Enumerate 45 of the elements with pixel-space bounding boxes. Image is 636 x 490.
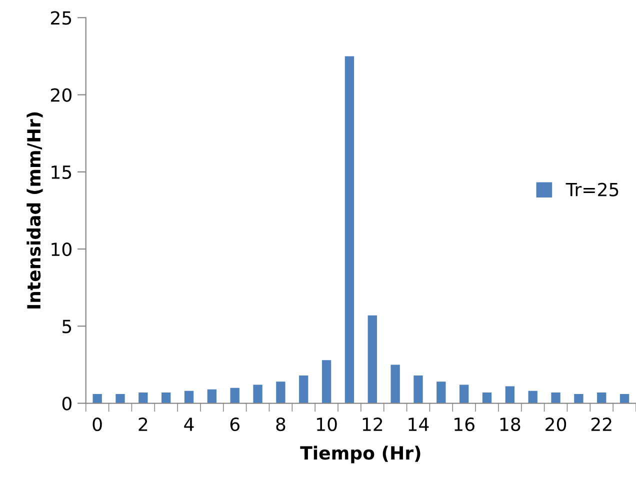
bar — [574, 394, 584, 404]
bar — [390, 364, 400, 404]
bar — [528, 390, 538, 404]
x-tick-label: 10 — [317, 417, 337, 432]
bar — [414, 376, 423, 404]
y-tick-label: 20 — [51, 88, 72, 102]
bar — [459, 384, 469, 404]
x-tick-label: 16 — [454, 417, 474, 432]
bar — [620, 394, 630, 404]
x-tick-label: 6 — [230, 417, 240, 432]
bar — [276, 382, 286, 404]
bar — [436, 382, 446, 404]
x-tick-label: 20 — [546, 417, 566, 432]
y-tick-label: 15 — [52, 166, 72, 180]
bar — [551, 392, 560, 404]
bar — [368, 315, 377, 404]
bar — [207, 389, 217, 404]
y-tick-label: 25 — [51, 11, 72, 25]
bar — [138, 392, 148, 404]
bar — [505, 386, 515, 404]
bar — [230, 388, 240, 404]
x-axis-title: Tiempo (Hr) — [300, 446, 420, 464]
bar — [184, 390, 194, 404]
x-tick-label: 14 — [408, 418, 429, 431]
y-axis-title: Intensidad (mm/Hr) — [26, 112, 43, 308]
x-tick-label: 4 — [184, 418, 194, 431]
x-tick-label: 2 — [138, 417, 148, 431]
bar — [482, 392, 492, 404]
x-tick-label: 8 — [276, 417, 286, 432]
bar — [92, 394, 102, 404]
x-tick-label: 0 — [92, 417, 102, 432]
bar — [597, 392, 606, 404]
x-tick-label: 18 — [500, 417, 520, 432]
y-tick-label: 0 — [62, 396, 72, 410]
y-tick-label: 5 — [62, 320, 72, 334]
bar — [299, 376, 308, 404]
bar — [116, 394, 125, 404]
x-tick-label: 22 — [591, 417, 612, 431]
bar — [322, 360, 332, 404]
bar — [344, 56, 354, 404]
legend-label: Tr=25 — [566, 182, 618, 196]
y-tick-label: 10 — [52, 242, 72, 256]
bar — [253, 384, 262, 404]
bar — [162, 392, 171, 404]
x-tick-label: 12 — [362, 417, 382, 431]
